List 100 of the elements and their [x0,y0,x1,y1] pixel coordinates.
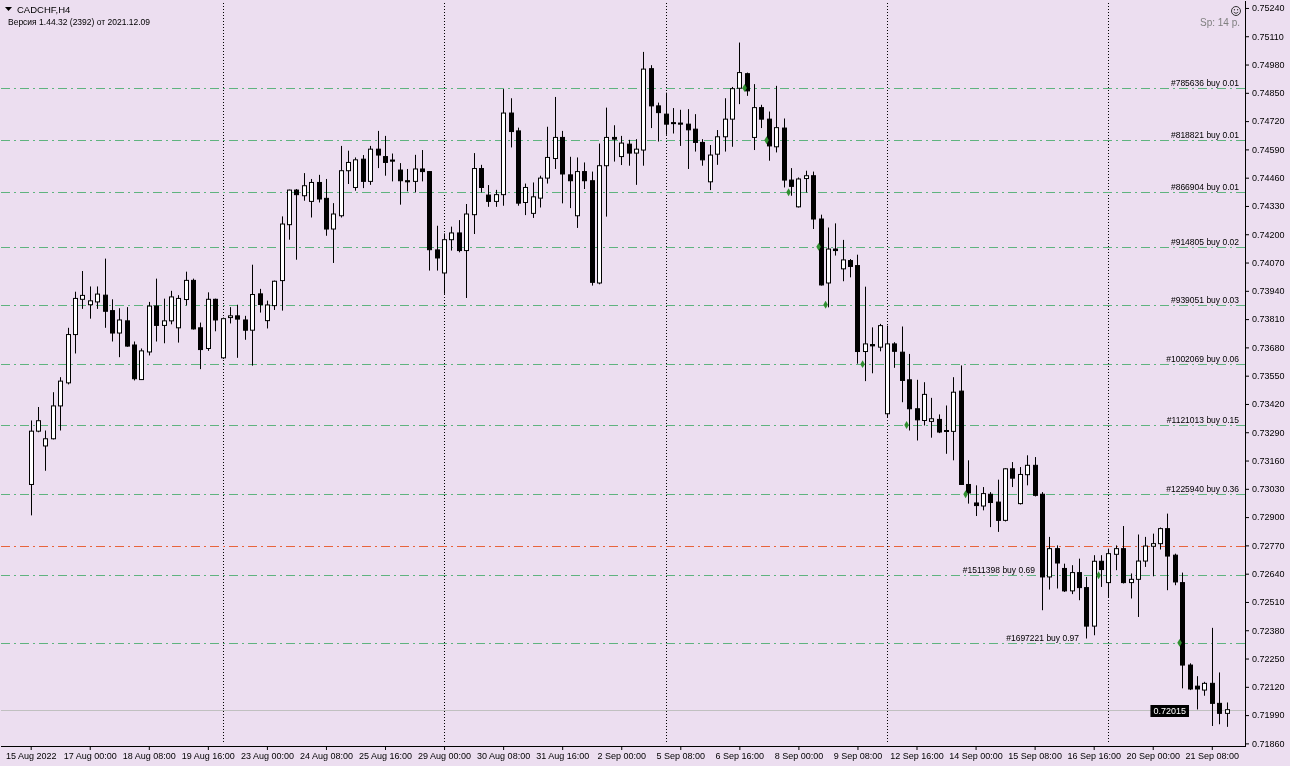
candlestick [892,341,897,369]
candlestick [612,124,617,163]
y-tick-label: 0.73810 [1252,314,1285,325]
annotation: Sp: 14 p. [1199,17,1240,28]
y-tick-label: 0.74070 [1252,257,1285,268]
candlestick [213,298,218,332]
candlestick [1070,564,1075,595]
candlestick [553,96,558,170]
x-tick-label: 30 Aug 08:00 [477,751,531,762]
candlestick [996,479,1001,533]
y-tick-label: 0.72510 [1252,597,1285,608]
y-tick-label: 0.74460 [1252,173,1285,184]
y-tick-label: 0.72120 [1252,682,1285,693]
x-tick-label: 2 Sep 00:00 [597,751,647,762]
candlestick [531,181,536,219]
candlestick [479,164,484,193]
candlestick [435,225,440,272]
candlestick [265,300,270,329]
candlestick [376,130,381,169]
candlestick [80,270,85,310]
candlestick [184,271,189,306]
x-tick-label: 12 Sep 16:00 [890,751,944,762]
candlestick [154,278,159,343]
x-tick-label: 5 Sep 08:00 [656,751,706,762]
y-tick-label: 0.71990 [1252,710,1285,721]
candlestick [1188,662,1193,691]
candlestick [258,288,263,314]
candlestick [966,459,971,505]
y-tick-label: 0.73290 [1252,427,1285,438]
candlestick [619,135,624,166]
ref-line-label: #1511398 buy 0.69 [962,564,1036,575]
ref-line-label: #939051 buy 0.03 [1170,294,1240,305]
candlestick [1077,558,1082,601]
ref-line-label: #1225940 buy 0.36 [1166,483,1240,494]
candlestick [383,135,388,177]
candlestick [1055,544,1060,589]
x-tick-label: 14 Sep 00:00 [949,751,1003,762]
candlestick [413,154,418,193]
x-tick-label: 20 Sep 00:00 [1126,751,1181,762]
ref-line-label: 0.72015 [1153,706,1186,716]
candlestick [1010,461,1015,488]
candlestick [878,323,883,352]
candlestick [715,129,720,166]
candlestick [162,298,167,344]
y-tick-label: 0.73160 [1252,455,1285,466]
chart-title: CADCHF,H4 [17,4,71,15]
x-tick-label: 23 Aug 00:00 [240,751,294,762]
y-tick-label: 0.73030 [1252,484,1285,495]
candlestick [582,161,587,190]
candlestick [1225,701,1230,728]
candlestick [1143,536,1148,568]
candlestick [294,188,299,261]
candlestick [545,126,550,185]
candlestick [405,168,410,192]
candlestick [317,174,322,203]
candlestick [117,307,122,358]
candlestick [457,219,462,253]
y-tick-label: 0.74980 [1252,59,1285,70]
y-tick-label: 0.73680 [1252,342,1285,353]
y-tick-label: 0.71860 [1252,738,1285,749]
candlestick [656,102,661,143]
candlestick [43,430,48,472]
candlestick [981,486,986,511]
x-tick-label: 25 Aug 16:00 [358,751,413,762]
candlestick [988,491,993,528]
y-tick-label: 0.73550 [1252,371,1285,382]
candlestick [449,226,454,252]
candlestick [804,170,809,193]
candlestick [944,404,949,455]
candlestick [390,153,395,182]
candlestick [198,322,203,370]
candlestick [1062,563,1067,593]
ref-line-label: #1002069 buy 0.06 [1166,353,1240,364]
candlestick [870,326,875,374]
x-tick-label: 21 Sep 08:00 [1185,751,1240,762]
candlestick [671,107,676,135]
candlestick [833,222,838,257]
x-tick-label: 18 Aug 08:00 [122,751,176,762]
candlestick [95,285,100,310]
candlestick [848,258,853,278]
y-tick-label: 0.74720 [1252,116,1285,127]
candlestick [1129,572,1134,599]
y-tick-label: 0.72900 [1252,512,1285,523]
x-tick-label: 24 Aug 08:00 [299,751,353,762]
x-tick-label: 29 Aug 00:00 [418,751,472,762]
candlestick [420,149,425,182]
candlestick [103,258,108,329]
candlestick [700,138,705,167]
candlestick [723,97,728,153]
x-tick-label: 15 Sep 08:00 [1008,751,1062,762]
candlestick [361,154,366,189]
candlestick [1025,454,1030,486]
candlestick [627,139,632,167]
candlestick [486,184,491,208]
x-tick-label: 8 Sep 00:00 [774,751,824,762]
candlestick [235,304,240,359]
candlestick [789,167,794,197]
candlestick [915,379,920,442]
x-tick-label: 6 Sep 16:00 [715,751,765,762]
ref-line-label: #785636 buy 0.01 [1170,77,1240,88]
